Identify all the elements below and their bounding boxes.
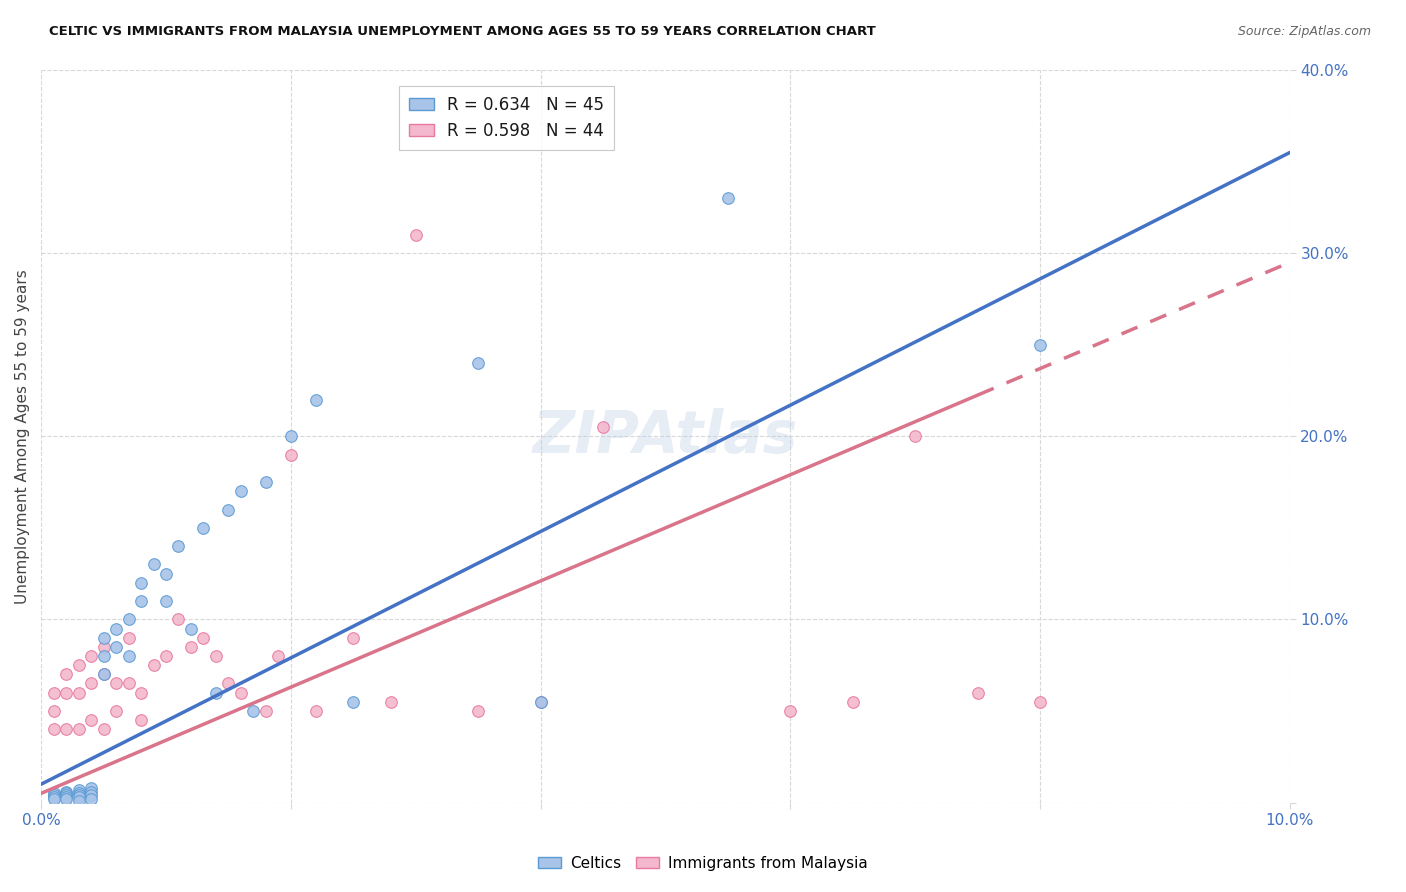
Point [67,788,90,802]
Point [280,429,302,443]
Point [105,622,128,636]
Point [280,448,302,462]
Point [142,558,165,572]
Point [155,594,177,608]
Point [55,790,77,805]
Point [117,631,139,645]
Point [80,784,103,798]
Point [80,788,103,802]
Point [67,782,90,797]
Point [779,704,801,718]
Point [55,723,77,737]
Point [142,658,165,673]
Point [55,786,77,800]
Point [530,695,553,709]
Point [80,676,103,690]
Point [129,575,152,590]
Point [217,502,239,516]
Point [105,704,128,718]
Point [1029,337,1052,351]
Point [129,686,152,700]
Point [1029,695,1052,709]
Point [42,686,65,700]
Point [842,695,865,709]
Point [242,704,264,718]
Point [129,594,152,608]
Point [467,704,489,718]
Point [342,631,364,645]
Point [105,640,128,654]
Point [42,788,65,802]
Point [80,713,103,727]
Point [167,539,190,553]
Point [42,792,65,806]
Point [180,622,202,636]
Point [467,356,489,370]
Point [229,484,252,499]
Point [405,227,427,242]
Point [117,648,139,663]
Point [55,667,77,681]
Point [117,676,139,690]
Point [67,686,90,700]
Point [55,788,77,802]
Point [117,612,139,626]
Point [267,648,290,663]
Point [129,713,152,727]
Point [217,676,239,690]
Point [67,786,90,800]
Point [42,723,65,737]
Point [180,640,202,654]
Text: ZIPAtlas: ZIPAtlas [533,408,799,465]
Point [193,631,215,645]
Point [80,780,103,795]
Point [93,667,115,681]
Text: Source: ZipAtlas.com: Source: ZipAtlas.com [1237,25,1371,38]
Point [67,790,90,805]
Point [55,784,77,798]
Point [305,392,328,407]
Y-axis label: Unemployment Among Ages 55 to 59 years: Unemployment Among Ages 55 to 59 years [15,268,30,604]
Point [530,695,553,709]
Point [254,475,277,489]
Point [155,648,177,663]
Point [42,704,65,718]
Legend: R = 0.634   N = 45, R = 0.598   N = 44: R = 0.634 N = 45, R = 0.598 N = 44 [399,86,614,150]
Point [55,686,77,700]
Point [380,695,402,709]
Point [80,648,103,663]
Point [305,704,328,718]
Point [42,786,65,800]
Point [205,686,228,700]
Point [254,704,277,718]
Point [93,640,115,654]
Point [93,667,115,681]
Point [55,792,77,806]
Point [592,420,614,434]
Point [155,566,177,581]
Point [205,648,228,663]
Point [67,723,90,737]
Point [193,521,215,535]
Point [229,686,252,700]
Point [67,658,90,673]
Point [342,695,364,709]
Point [67,794,90,808]
Point [93,723,115,737]
Point [966,686,988,700]
Point [904,429,927,443]
Point [105,676,128,690]
Point [42,790,65,805]
Legend: Celtics, Immigrants from Malaysia: Celtics, Immigrants from Malaysia [531,850,875,877]
Point [93,631,115,645]
Point [717,191,740,205]
Point [93,648,115,663]
Text: CELTIC VS IMMIGRANTS FROM MALAYSIA UNEMPLOYMENT AMONG AGES 55 TO 59 YEARS CORREL: CELTIC VS IMMIGRANTS FROM MALAYSIA UNEMP… [49,25,876,38]
Point [167,612,190,626]
Point [80,792,103,806]
